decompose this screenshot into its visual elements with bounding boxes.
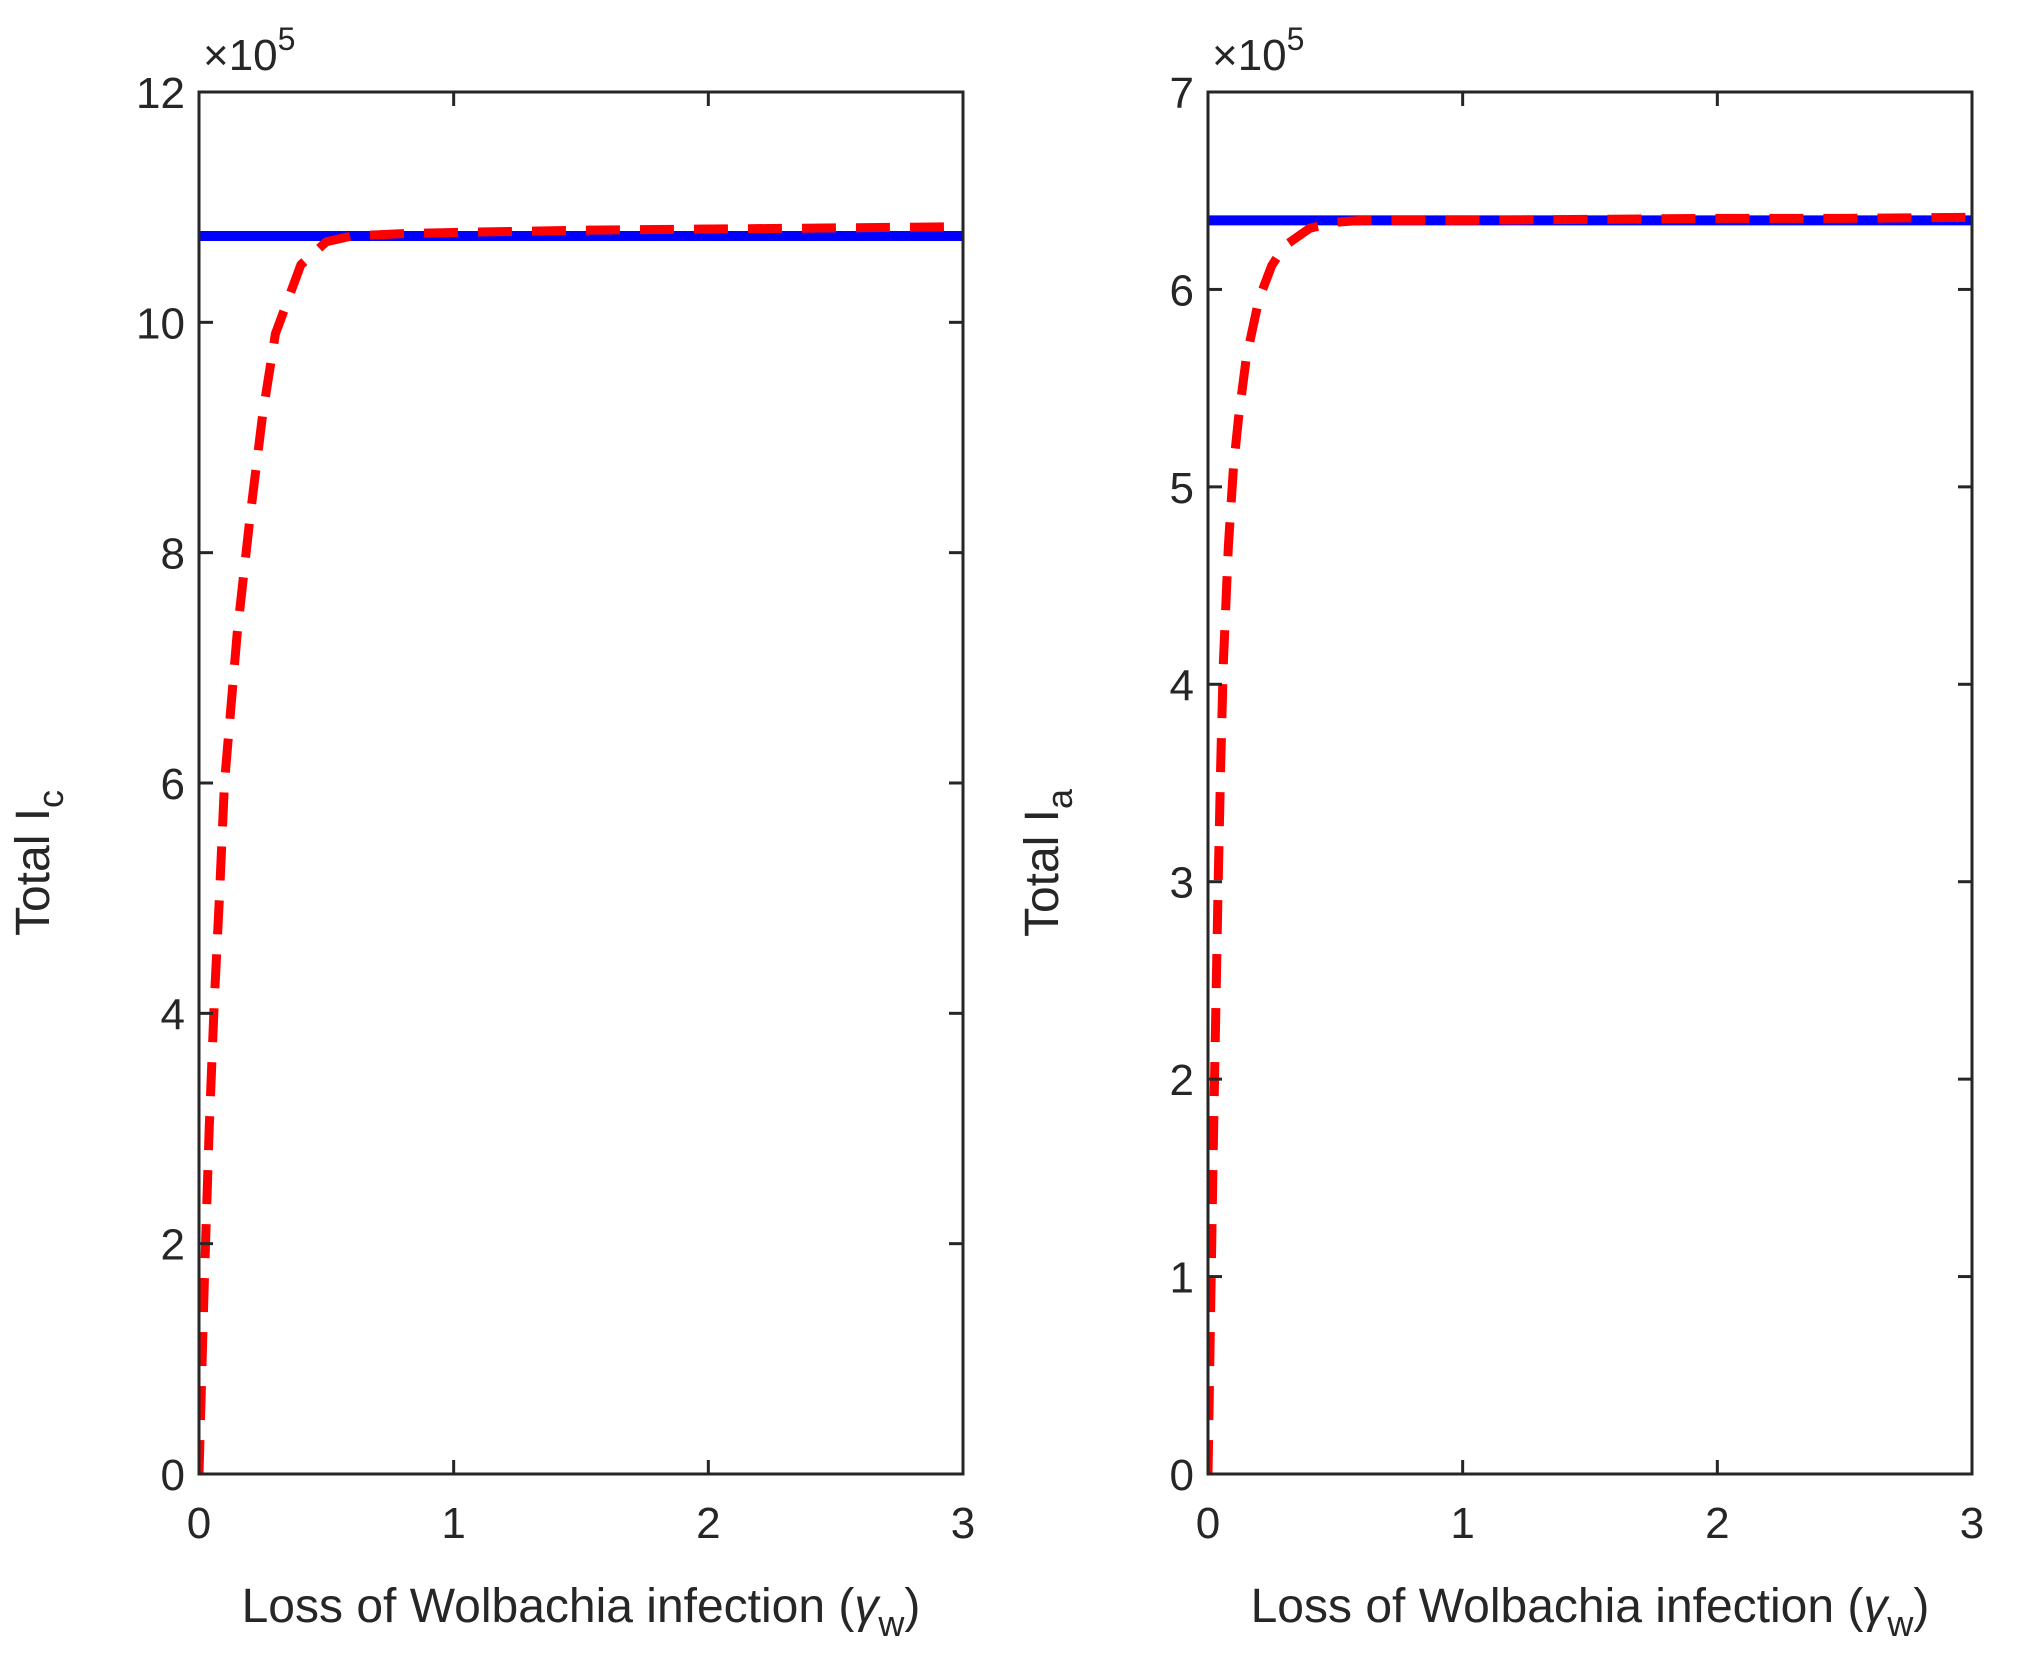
chart-left-multiplier: ×105 — [203, 21, 295, 80]
chart-left-multiplier-exponent: 5 — [278, 21, 296, 57]
chart-left-ytick-label: 8 — [161, 530, 185, 579]
chart-right-ytick-label: 3 — [1170, 859, 1194, 908]
chart-left-ylabel: Total Ic — [7, 790, 71, 936]
chart-right-ytick-label: 4 — [1170, 661, 1194, 710]
chart-right-xtick-label: 2 — [1705, 1499, 1729, 1548]
chart-right-xlabel: Loss of Wolbachia infection (γw) — [1251, 1580, 1930, 1644]
chart-right-ytick-label: 1 — [1170, 1254, 1194, 1303]
chart-left-xlabel-symbol: γ — [854, 1580, 881, 1633]
chart-right-ylabel-subscript: a — [1039, 788, 1080, 809]
chart-left-xlabel-close: ) — [904, 1580, 920, 1633]
chart-right-ytick-label: 2 — [1170, 1056, 1194, 1105]
chart-left-xlabel: Loss of Wolbachia infection (γw) — [242, 1580, 921, 1644]
chart-left-xtick-label: 0 — [187, 1499, 211, 1548]
chart-left-xtick-label: 2 — [696, 1499, 720, 1548]
chart-left-xlabel-text: Loss of Wolbachia infection ( — [242, 1580, 855, 1633]
chart-left-ytick-label: 0 — [161, 1451, 185, 1500]
chart-left-multiplier-prefix: ×10 — [203, 31, 278, 80]
chart-right-xtick-label: 1 — [1450, 1499, 1474, 1548]
chart-right-xlabel-subscript: w — [1886, 1603, 1914, 1644]
chart-left-series-with-Wolbachia — [199, 222, 963, 1474]
chart-left-ylabel-text: Total I — [7, 808, 60, 936]
chart-right-ylabel-text: Total I — [1016, 809, 1069, 937]
chart-right-series-with-Wolbachia — [1208, 212, 1972, 1474]
chart-left-xlabel-subscript: w — [877, 1603, 905, 1644]
chart-right-xlabel-symbol: γ — [1863, 1580, 1890, 1633]
chart-right-multiplier-exponent: 5 — [1287, 21, 1305, 57]
chart-right-multiplier-prefix: ×10 — [1212, 31, 1287, 80]
chart-right-ylabel: Total Ia — [1016, 788, 1080, 937]
chart-left-xtick-label: 1 — [441, 1499, 465, 1548]
chart-right-xtick-label: 0 — [1196, 1499, 1220, 1548]
chart-left-ytick-label: 12 — [136, 69, 185, 118]
chart-right-xlabel-text: Loss of Wolbachia infection ( — [1251, 1580, 1864, 1633]
chart-right-ytick-label: 5 — [1170, 464, 1194, 513]
chart-left-axes-box — [197, 90, 965, 1476]
chart-right-ytick-label: 6 — [1170, 266, 1194, 315]
chart-left-ytick-label: 6 — [161, 760, 185, 809]
chart-right-axes-box — [1206, 90, 1974, 1476]
chart-left-ytick-label: 10 — [136, 299, 185, 348]
chart-left-xtick-label: 3 — [951, 1499, 975, 1548]
chart-right-xlabel-close: ) — [1913, 1580, 1929, 1633]
chart-right-multiplier: ×105 — [1212, 21, 1304, 80]
chart-right-xtick-label: 3 — [1960, 1499, 1984, 1548]
chart-right-ytick-label: 0 — [1170, 1451, 1194, 1500]
chart-left-ylabel-subscript: c — [30, 790, 71, 808]
chart-left-ytick-label: 4 — [161, 990, 185, 1039]
chart-right-ytick-label: 7 — [1170, 69, 1194, 118]
chart-left-ytick-label: 2 — [161, 1221, 185, 1270]
